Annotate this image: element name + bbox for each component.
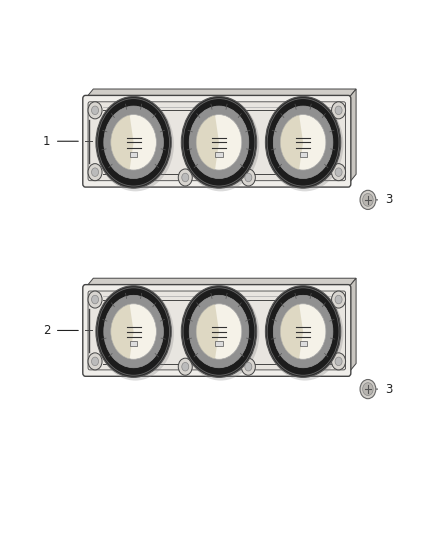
Circle shape — [267, 288, 339, 375]
FancyBboxPatch shape — [83, 285, 351, 376]
Circle shape — [265, 96, 341, 188]
Circle shape — [189, 106, 249, 179]
Circle shape — [360, 190, 376, 209]
Circle shape — [266, 287, 343, 381]
Circle shape — [335, 357, 342, 366]
Circle shape — [332, 353, 346, 370]
Circle shape — [182, 362, 189, 371]
Circle shape — [196, 115, 242, 170]
Circle shape — [182, 173, 189, 182]
Circle shape — [88, 353, 102, 370]
FancyBboxPatch shape — [300, 152, 307, 157]
Text: 1: 1 — [43, 135, 50, 148]
Circle shape — [98, 99, 170, 186]
Circle shape — [178, 358, 192, 375]
Circle shape — [245, 173, 252, 182]
Circle shape — [273, 295, 333, 368]
FancyBboxPatch shape — [215, 152, 223, 157]
Text: 2: 2 — [43, 324, 50, 337]
Circle shape — [241, 358, 255, 375]
Polygon shape — [85, 89, 356, 99]
Polygon shape — [348, 278, 356, 373]
Circle shape — [196, 304, 242, 359]
Circle shape — [335, 295, 342, 304]
Circle shape — [265, 286, 341, 377]
Circle shape — [183, 288, 255, 375]
Circle shape — [96, 286, 171, 377]
Wedge shape — [280, 115, 303, 169]
FancyBboxPatch shape — [83, 95, 351, 187]
Circle shape — [335, 106, 342, 115]
Circle shape — [111, 115, 156, 170]
Polygon shape — [348, 89, 356, 184]
Circle shape — [111, 304, 156, 359]
Text: 3: 3 — [385, 383, 393, 395]
Circle shape — [332, 291, 346, 308]
FancyBboxPatch shape — [130, 152, 137, 157]
Text: 3: 3 — [385, 193, 393, 206]
Circle shape — [88, 291, 102, 308]
Wedge shape — [111, 304, 134, 359]
FancyBboxPatch shape — [215, 341, 223, 346]
Circle shape — [98, 288, 170, 375]
FancyBboxPatch shape — [88, 291, 346, 370]
Circle shape — [335, 168, 342, 176]
Circle shape — [183, 99, 255, 186]
Wedge shape — [196, 304, 219, 359]
FancyBboxPatch shape — [130, 341, 137, 346]
Circle shape — [273, 106, 333, 179]
Circle shape — [241, 169, 255, 186]
Circle shape — [97, 287, 174, 381]
Circle shape — [245, 362, 252, 371]
Circle shape — [267, 99, 339, 186]
Circle shape — [92, 168, 99, 176]
Circle shape — [88, 164, 102, 181]
Circle shape — [360, 379, 376, 399]
Circle shape — [92, 106, 99, 115]
FancyBboxPatch shape — [300, 341, 307, 346]
Circle shape — [189, 295, 249, 368]
Circle shape — [104, 295, 163, 368]
Wedge shape — [280, 304, 303, 359]
Circle shape — [363, 193, 373, 206]
Circle shape — [181, 286, 257, 377]
Circle shape — [182, 98, 259, 191]
Circle shape — [96, 96, 171, 188]
Circle shape — [178, 169, 192, 186]
Circle shape — [104, 106, 163, 179]
Wedge shape — [196, 115, 219, 169]
Circle shape — [280, 115, 326, 170]
Circle shape — [266, 98, 343, 191]
Circle shape — [92, 295, 99, 304]
Circle shape — [92, 357, 99, 366]
Circle shape — [332, 164, 346, 181]
Polygon shape — [85, 278, 356, 288]
Circle shape — [181, 96, 257, 188]
Circle shape — [182, 287, 259, 381]
Circle shape — [97, 98, 174, 191]
Circle shape — [332, 102, 346, 119]
Circle shape — [280, 304, 326, 359]
Circle shape — [88, 102, 102, 119]
FancyBboxPatch shape — [88, 102, 346, 181]
Wedge shape — [111, 115, 134, 169]
Circle shape — [363, 383, 373, 395]
